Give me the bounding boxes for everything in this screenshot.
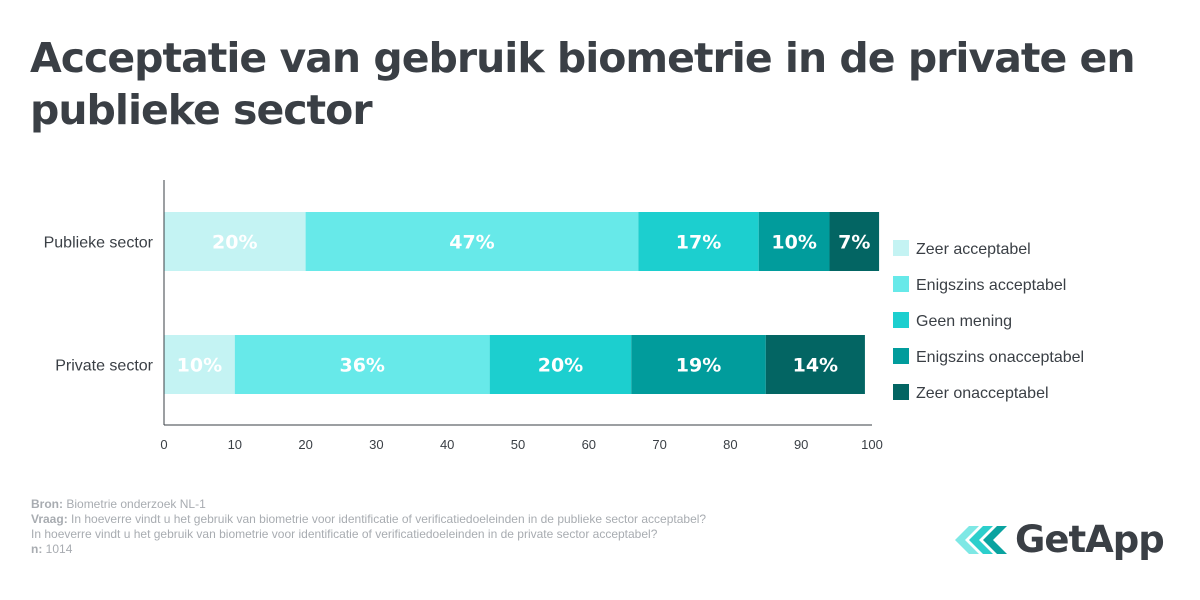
x-tick-label: 10 xyxy=(228,437,242,452)
bar-data-label: 47% xyxy=(449,232,494,254)
getapp-logo-text: GetApp xyxy=(1015,518,1165,561)
bar-segment xyxy=(489,335,632,394)
x-tick-label: 0 xyxy=(160,437,167,452)
chart-title: Acceptatie van gebruik biometrie in de p… xyxy=(30,34,1136,134)
chart-footer: Bron: Biometrie onderzoek NL-1 Vraag: In… xyxy=(31,497,706,557)
bar-segment xyxy=(305,212,639,271)
legend-label: Enigszins onacceptabel xyxy=(916,349,1084,366)
source-line: Bron: Biometrie onderzoek NL-1 xyxy=(31,497,706,512)
bar-segment xyxy=(164,335,235,394)
x-tick-label: 60 xyxy=(582,437,596,452)
logo-chevron xyxy=(955,525,979,554)
logo-chevron xyxy=(969,525,993,554)
source-label: Bron: xyxy=(31,497,63,511)
legend-label: Geen mening xyxy=(916,313,1012,330)
bar-segment xyxy=(631,335,766,394)
bar-data-label: 19% xyxy=(676,355,721,377)
legend-label: Zeer onacceptabel xyxy=(916,385,1049,402)
bar-segment xyxy=(638,212,759,271)
bar-segment xyxy=(234,335,490,394)
bar-data-label: 17% xyxy=(676,232,721,254)
x-tick-label: 20 xyxy=(298,437,312,452)
bar-data-label: 7% xyxy=(838,232,870,254)
x-tick-label: 100 xyxy=(861,437,883,452)
bar-segment xyxy=(164,212,306,271)
bar-data-label: 20% xyxy=(538,355,583,377)
sample-size-value: 1014 xyxy=(45,542,73,556)
legend-swatch xyxy=(893,348,909,364)
legend-swatch xyxy=(893,312,909,328)
bar-data-label: 36% xyxy=(339,355,384,377)
logo-chevron xyxy=(983,525,1007,554)
category-label: Publieke sector xyxy=(44,235,154,252)
bar-data-label: 10% xyxy=(177,355,222,377)
question-line-1: Vraag: In hoeverre vindt u het gebruik v… xyxy=(31,512,706,527)
chart-area: 20% 47% 17% 10% 7% Publieke sector 10% 36% 20% 19… xyxy=(44,180,1084,452)
x-tick-label: 90 xyxy=(794,437,808,452)
bar-data-label: 14% xyxy=(793,355,838,377)
x-tick-label: 50 xyxy=(511,437,525,452)
bar-segment xyxy=(758,212,830,271)
getapp-logo: GetApp xyxy=(955,518,1165,561)
legend-swatch xyxy=(893,240,909,256)
source-text: Biometrie onderzoek NL-1 xyxy=(66,497,206,511)
getapp-logo-icon xyxy=(955,525,1007,554)
x-tick-label: 40 xyxy=(440,437,454,452)
question-label: Vraag: xyxy=(31,512,68,526)
sample-size-label: n: xyxy=(31,542,43,556)
legend-swatch xyxy=(893,276,909,292)
bar-data-label: 10% xyxy=(771,232,816,254)
x-tick-label: 30 xyxy=(369,437,383,452)
question-text-1: In hoeverre vindt u het gebruik van biom… xyxy=(71,512,707,526)
x-tick-label: 70 xyxy=(652,437,666,452)
legend-label: Zeer acceptabel xyxy=(916,241,1031,258)
bar-segment xyxy=(829,212,880,271)
x-tick-label: 80 xyxy=(723,437,737,452)
category-label: Private sector xyxy=(55,358,153,375)
legend-label: Enigszins acceptabel xyxy=(916,277,1066,294)
bar-data-label: 20% xyxy=(212,232,257,254)
bar-segment xyxy=(765,335,865,394)
question-line-2: In hoeverre vindt u het gebruik van biom… xyxy=(31,527,658,541)
sample-size-line: n: 1014 xyxy=(31,542,706,557)
legend-swatch xyxy=(893,384,909,400)
